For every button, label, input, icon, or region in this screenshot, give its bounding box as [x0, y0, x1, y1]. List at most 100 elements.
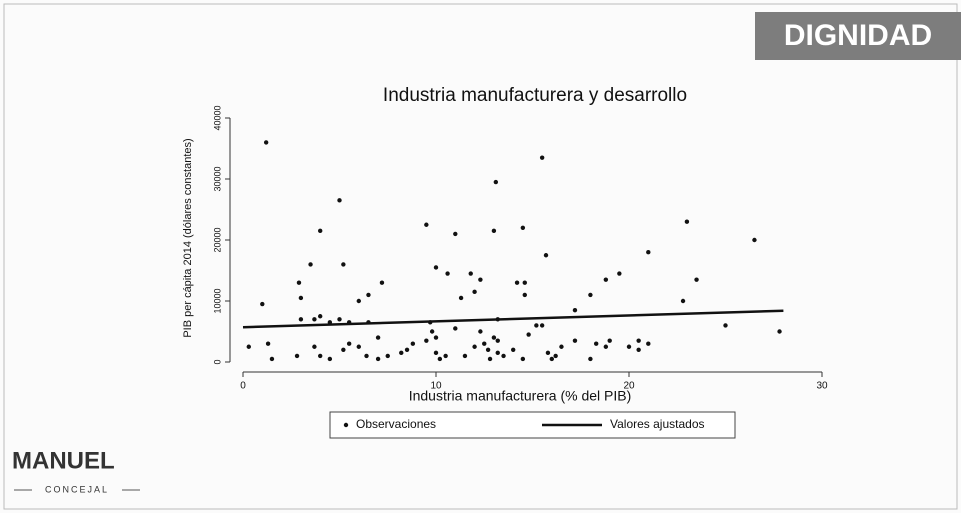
point [366, 292, 371, 298]
point [356, 344, 361, 349]
point [495, 350, 500, 356]
point [593, 341, 599, 346]
point [603, 344, 609, 349]
point [462, 353, 468, 359]
y-tick-label: 30000 [212, 166, 222, 191]
point [549, 356, 554, 362]
point [617, 271, 622, 276]
point [308, 262, 313, 267]
point [263, 140, 269, 145]
point [694, 277, 699, 282]
point [511, 347, 516, 352]
point [752, 237, 757, 243]
point [520, 356, 526, 362]
point [485, 347, 491, 352]
point [539, 323, 545, 328]
point [646, 250, 651, 255]
point [543, 253, 549, 258]
point [424, 222, 429, 227]
point [487, 356, 493, 362]
point [539, 155, 545, 160]
point [433, 335, 439, 340]
point [545, 350, 551, 356]
chart-title: Industria manufacturera y desarrollo [383, 85, 687, 106]
point [472, 289, 477, 295]
point [607, 338, 612, 343]
y-axis-label: PIB per cápita 2014 (dólares constantes) [182, 138, 194, 337]
point [777, 329, 782, 334]
x-tick-label: 0 [240, 381, 246, 392]
point [526, 332, 531, 337]
point [433, 265, 439, 270]
point [680, 298, 686, 304]
point [478, 329, 483, 334]
y-tick-label: 40000 [212, 105, 222, 130]
point [514, 280, 520, 285]
point [478, 277, 483, 282]
point [269, 356, 275, 362]
point [534, 323, 539, 328]
point [472, 344, 477, 349]
point [453, 326, 458, 331]
point [636, 338, 641, 343]
point [553, 353, 558, 359]
point [385, 353, 390, 359]
point [458, 295, 464, 301]
point [491, 228, 497, 234]
slide-border [3, 3, 958, 510]
tag: DIGNIDAD [784, 19, 932, 52]
point [495, 338, 500, 343]
point [588, 292, 593, 298]
point [626, 344, 632, 349]
point [493, 179, 499, 185]
point [572, 307, 578, 313]
point [318, 314, 323, 319]
fitted-line [242, 309, 784, 329]
point [522, 280, 527, 285]
point [318, 353, 323, 359]
point [433, 350, 439, 356]
point [636, 347, 641, 352]
point [298, 317, 304, 322]
point [399, 350, 404, 356]
point [312, 344, 317, 349]
x-tick-label: 20 [623, 381, 635, 392]
point [356, 298, 361, 304]
x-tick-label: 30 [816, 381, 828, 392]
legend-label: Observaciones [356, 417, 436, 431]
point [429, 329, 435, 334]
point [375, 356, 381, 362]
point [559, 344, 564, 349]
legend-box [329, 411, 736, 439]
point [294, 353, 300, 359]
point [501, 353, 506, 359]
point [318, 228, 323, 234]
y-tick-label: 0 [212, 359, 222, 364]
legend-label: Valores ajustados [610, 417, 705, 431]
y-tick-label: 10000 [212, 288, 222, 313]
legend-point [343, 422, 349, 428]
brand-name: MANUEL [12, 447, 115, 474]
tag-box [755, 12, 961, 60]
x-axis-label: Industria manufacturera (% del PIB) [409, 388, 632, 404]
point [341, 262, 346, 267]
point [603, 277, 609, 282]
point [723, 323, 728, 328]
point [410, 341, 416, 346]
point [379, 280, 385, 285]
point [445, 271, 450, 276]
point [468, 271, 473, 276]
point [588, 356, 593, 362]
point [364, 353, 369, 359]
point [341, 347, 346, 352]
point [520, 225, 526, 230]
point [482, 341, 487, 346]
point [443, 353, 448, 359]
point [327, 356, 333, 362]
point [424, 338, 429, 343]
point [260, 301, 265, 307]
point [453, 231, 458, 237]
point [265, 341, 271, 346]
